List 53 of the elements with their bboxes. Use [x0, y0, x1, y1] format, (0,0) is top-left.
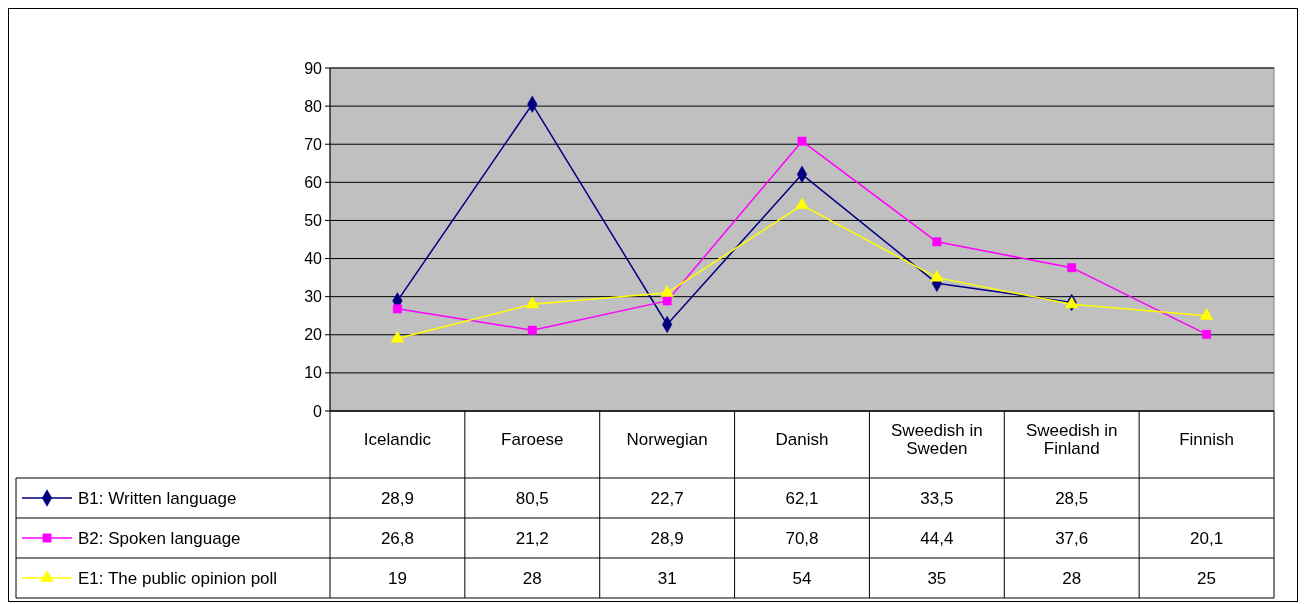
y-tick-label: 60 — [304, 173, 323, 191]
data-label: 54 — [792, 568, 812, 588]
data-label: 21,2 — [515, 528, 549, 548]
point — [662, 296, 672, 306]
point — [527, 325, 537, 335]
data-label: 28 — [522, 568, 542, 588]
data-label: 37,6 — [1055, 528, 1089, 548]
data-label: 25 — [1197, 568, 1217, 588]
data-label: 62,1 — [785, 488, 819, 508]
x-tick-label: Icelandic — [363, 430, 432, 449]
point — [390, 331, 405, 343]
data-label: 28 — [1062, 568, 1082, 588]
data-label: 35 — [927, 568, 947, 588]
point — [795, 197, 809, 210]
legend-label: B2: Spoken language — [78, 528, 241, 548]
data-label: 22,7 — [650, 488, 684, 508]
y-tick-label: 0 — [313, 402, 323, 420]
data-label: 28,9 — [650, 528, 684, 548]
y-tick-label: 10 — [304, 364, 323, 382]
data-label: 28,9 — [380, 488, 414, 508]
y-tick-label: 50 — [304, 212, 323, 230]
y-tick-label: 80 — [304, 97, 323, 115]
data-label: 20,1 — [1190, 528, 1224, 548]
data-label: 44,4 — [920, 528, 954, 548]
data-label: 28,5 — [1055, 488, 1089, 508]
point — [660, 285, 674, 297]
data-label: 26,8 — [380, 528, 414, 548]
x-tick-label: Norwegian — [626, 430, 708, 449]
x-tick-label: Sweedish in Sweden — [891, 421, 983, 458]
data-label: 80,5 — [515, 488, 549, 508]
legend-label: B1: Written language — [78, 488, 237, 508]
point — [1199, 308, 1214, 320]
y-tick-label: 20 — [304, 326, 323, 344]
x-tick-label: Faroese — [501, 430, 564, 449]
data-label: 33,5 — [920, 488, 954, 508]
data-label: 19 — [387, 568, 407, 588]
data-label: 70,8 — [785, 528, 819, 548]
y-tick-label: 90 — [304, 59, 323, 77]
x-tick-label: Danish — [775, 430, 829, 449]
legend-label: E1: The public opinion poll — [78, 568, 278, 588]
y-tick-label: 30 — [304, 288, 323, 306]
point — [930, 270, 944, 282]
x-tick-label: Finnish — [1179, 430, 1234, 449]
point — [932, 237, 942, 247]
point — [393, 304, 402, 314]
x-tick-label: Sweedish in Finland — [1025, 421, 1118, 458]
point — [797, 136, 807, 146]
data-label: 31 — [657, 568, 677, 588]
y-tick-label: 40 — [304, 250, 323, 268]
point — [1202, 329, 1212, 339]
point — [1067, 263, 1077, 273]
point — [525, 296, 539, 309]
y-tick-label: 70 — [304, 135, 323, 153]
